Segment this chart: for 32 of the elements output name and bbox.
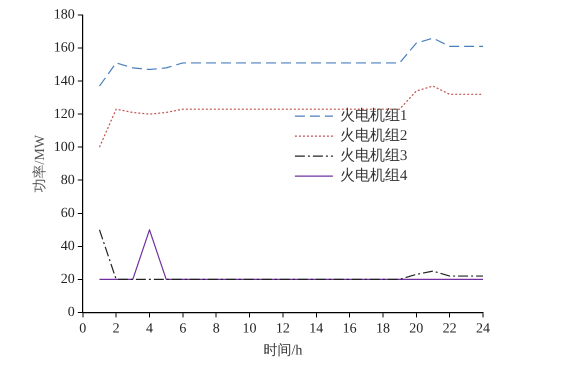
x-tick-label: 2 [112, 321, 120, 336]
legend-label: 火电机组1 [340, 107, 408, 124]
x-axis-title: 时间/h [263, 342, 302, 358]
y-tick-label: 80 [60, 172, 75, 188]
legend-label: 火电机组2 [340, 127, 408, 144]
y-tick-label: 60 [60, 206, 75, 221]
x-tick-label: 20 [409, 321, 424, 336]
y-tick-label: 180 [54, 8, 75, 23]
y-tick-label: 120 [54, 106, 75, 122]
x-tick-label: 4 [146, 321, 153, 336]
x-tick-label: 22 [442, 321, 457, 336]
legend-label: 火电机组3 [340, 147, 408, 164]
x-tick-label: 0 [79, 321, 86, 336]
y-tick-label: 100 [54, 140, 75, 155]
legend-label: 火电机组4 [340, 167, 408, 184]
x-tick-label: 10 [242, 321, 257, 336]
line-series [98, 85, 483, 148]
y-axis-title: 功率/MW [32, 134, 48, 192]
x-tick-label: 24 [476, 321, 490, 336]
y-tick-label: 160 [54, 40, 75, 56]
x-tick-label: 16 [342, 321, 357, 336]
x-tick-label: 12 [276, 321, 290, 336]
line-series [98, 229, 483, 280]
x-tick-label: 18 [376, 321, 390, 336]
x-tick-label: 14 [309, 321, 324, 336]
y-tick-label: 20 [60, 272, 75, 288]
line-series [98, 38, 483, 87]
y-tick-label: 140 [54, 74, 75, 89]
y-tick-label: 0 [68, 305, 75, 320]
x-tick-label: 8 [212, 321, 220, 336]
y-tick-label: 40 [60, 238, 75, 254]
x-tick-label: 6 [179, 321, 186, 336]
